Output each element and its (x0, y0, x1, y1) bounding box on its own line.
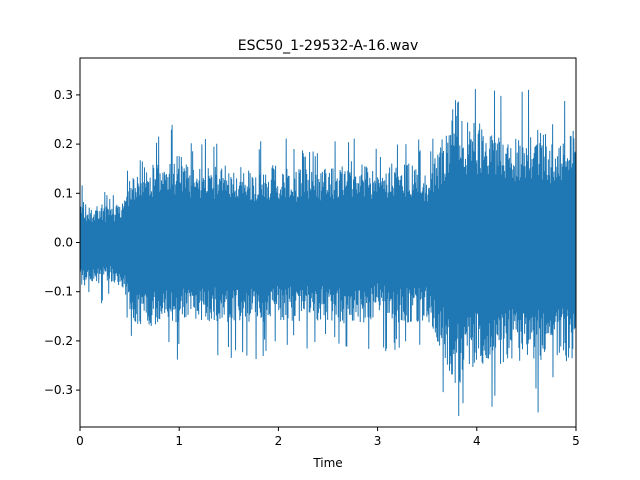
x-tick-label: 1 (175, 434, 183, 448)
y-tick-label: 0.3 (54, 88, 73, 102)
x-tick-label: 4 (473, 434, 481, 448)
y-tick-label: −0.3 (44, 383, 73, 397)
x-axis-label: Time (312, 456, 342, 470)
y-tick-label: 0.1 (54, 186, 73, 200)
plot-area (80, 88, 576, 416)
x-tick-label: 3 (374, 434, 382, 448)
y-tick-label: −0.2 (44, 334, 73, 348)
x-tick-label: 5 (572, 434, 580, 448)
y-tick-label: 0.0 (54, 236, 73, 250)
y-axis: 0.3 0.2 0.1 0.0 −0.1 −0.2 −0.3 (44, 88, 80, 397)
waveform-series (80, 88, 576, 416)
y-tick-label: −0.1 (44, 285, 73, 299)
chart-title: ESC50_1-29532-A-16.wav (238, 38, 418, 54)
x-axis: 0 1 2 3 4 5 (76, 427, 580, 448)
x-tick-label: 0 (76, 434, 84, 448)
waveform-line (80, 88, 576, 416)
x-tick-label: 2 (275, 434, 283, 448)
y-tick-label: 0.2 (54, 137, 73, 151)
